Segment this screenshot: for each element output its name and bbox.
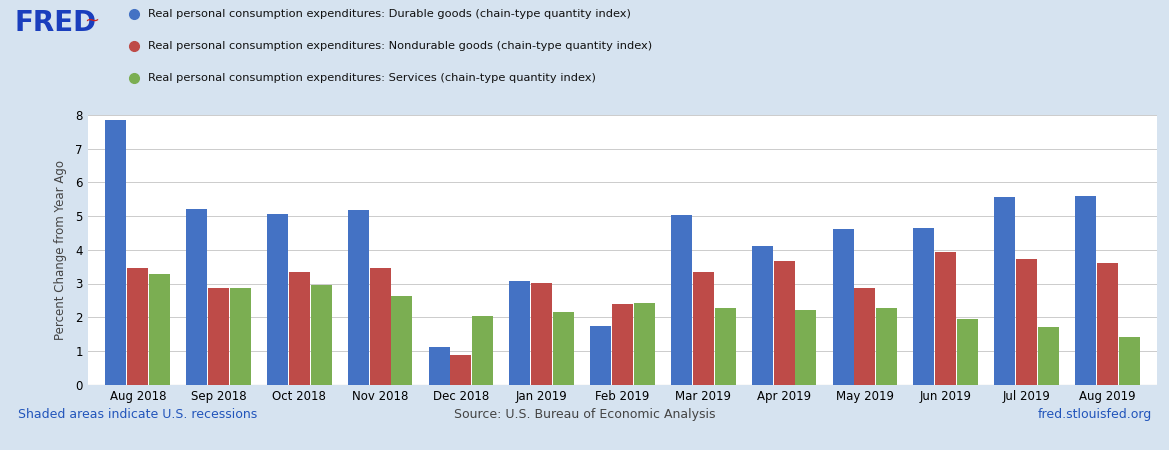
Text: Real personal consumption expenditures: Durable goods (chain-type quantity index: Real personal consumption expenditures: …: [148, 9, 631, 19]
Bar: [1075, 196, 1095, 385]
Bar: [186, 209, 207, 385]
Bar: [774, 261, 795, 385]
Bar: [994, 198, 1015, 385]
Bar: [510, 281, 531, 385]
Bar: [957, 319, 978, 385]
Bar: [127, 268, 148, 385]
Text: ~: ~: [84, 12, 99, 30]
Bar: [795, 310, 816, 385]
Bar: [429, 346, 450, 385]
Bar: [348, 210, 368, 385]
Bar: [590, 326, 611, 385]
Bar: [832, 229, 853, 385]
Bar: [1097, 263, 1118, 385]
Bar: [613, 305, 632, 385]
Text: Real personal consumption expenditures: Services (chain-type quantity index): Real personal consumption expenditures: …: [148, 73, 596, 83]
Bar: [935, 252, 956, 385]
Text: Source: U.S. Bureau of Economic Analysis: Source: U.S. Bureau of Economic Analysis: [454, 408, 715, 421]
Y-axis label: Percent Change from Year Ago: Percent Change from Year Ago: [54, 160, 67, 340]
Bar: [752, 247, 773, 385]
Text: Shaded areas indicate U.S. recessions: Shaded areas indicate U.S. recessions: [18, 408, 257, 421]
Bar: [913, 229, 934, 385]
Bar: [472, 316, 493, 385]
Bar: [693, 272, 714, 385]
Bar: [531, 283, 552, 385]
Text: FRED: FRED: [14, 9, 96, 37]
Bar: [1119, 337, 1140, 385]
Bar: [855, 288, 876, 385]
Bar: [553, 311, 574, 385]
Bar: [714, 308, 735, 385]
Bar: [450, 355, 471, 385]
Text: Real personal consumption expenditures: Nondurable goods (chain-type quantity in: Real personal consumption expenditures: …: [148, 41, 652, 51]
Bar: [671, 216, 692, 385]
Text: fred.stlouisfed.org: fred.stlouisfed.org: [1037, 408, 1151, 421]
Bar: [289, 272, 310, 385]
Bar: [877, 308, 897, 385]
Bar: [208, 288, 229, 385]
Bar: [369, 268, 390, 385]
Bar: [230, 288, 251, 385]
Bar: [1038, 328, 1059, 385]
Bar: [150, 274, 170, 385]
Bar: [634, 303, 655, 385]
Bar: [267, 214, 288, 385]
Bar: [105, 120, 126, 385]
Bar: [311, 285, 332, 385]
Bar: [1016, 259, 1037, 385]
Bar: [392, 296, 413, 385]
